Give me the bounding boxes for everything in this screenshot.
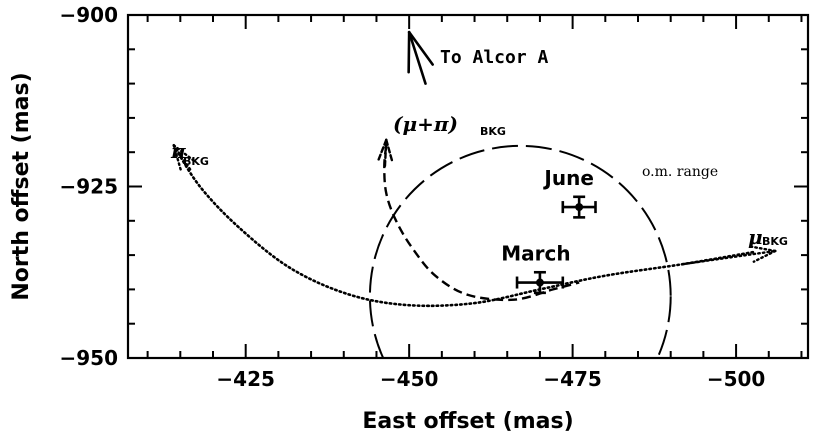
- pi-bkg-arrow-head-0: [172, 144, 196, 163]
- y-tick-label: −950: [59, 346, 118, 370]
- mupi-bkg-curve: [383, 145, 580, 302]
- pi-bkg-arrow-shaft: [172, 144, 192, 171]
- data-marker: [575, 203, 584, 212]
- mu-bkg-arrow-head-1: [750, 245, 777, 253]
- mu-bkg-arrow-head-0: [752, 249, 777, 263]
- mu-bkg-symbol: μ: [748, 225, 763, 249]
- alcor-arrow: [407, 30, 434, 85]
- x-tick-label: −450: [380, 367, 439, 391]
- axes-layer: −425 −450 −475 −500 −900 −925 −950 East offset …: [9, 3, 810, 434]
- data-point-march: [515, 270, 565, 295]
- march-label: March: [501, 242, 570, 266]
- alcor-label: To Alcor A: [440, 47, 549, 68]
- y-tick-label: −900: [59, 3, 118, 27]
- pi-bkg-symbol: π: [170, 139, 186, 163]
- curves-layer: [172, 30, 777, 358]
- x-axis-title: East offset (mas): [362, 409, 573, 434]
- pi-bkg-curve: [172, 144, 757, 308]
- pi-bkg-arrow-head-1: [172, 144, 183, 172]
- x-tick-label: −475: [543, 367, 602, 391]
- pi-bkg-arrow: [172, 144, 196, 172]
- mupi-bkg-symbol: (μ+π): [393, 112, 458, 136]
- mupi-bkg-arrow: [376, 138, 394, 168]
- x-tick-label: −500: [707, 367, 766, 391]
- mupi-bkg-arrow-head-0: [385, 138, 394, 165]
- alcor-arrow-shaft: [407, 30, 427, 85]
- om-range-circle: [368, 144, 672, 358]
- mupi-bkg-arrow-head-1: [376, 138, 388, 164]
- om-range-label: o.m. range: [642, 164, 718, 180]
- june-label: June: [542, 166, 593, 190]
- points-layer: [515, 195, 597, 295]
- y-tick-label: −925: [59, 175, 118, 199]
- y-axis-title: North offset (mas): [9, 72, 34, 300]
- data-point-june: [561, 195, 597, 219]
- alcor-arrow-head-0: [407, 30, 434, 66]
- mu-bkg-subscript: BKG: [762, 235, 788, 248]
- pi-bkg-subscript: BKG: [183, 155, 209, 168]
- data-marker: [535, 278, 544, 287]
- mu-bkg-arrow-shaft: [682, 249, 777, 266]
- mupi-bkg-subscript: BKG: [480, 125, 506, 138]
- mu-bkg-arrow: [682, 245, 777, 266]
- x-tick-label: −425: [216, 367, 275, 391]
- mupi-bkg-arrow-shaft: [383, 138, 388, 168]
